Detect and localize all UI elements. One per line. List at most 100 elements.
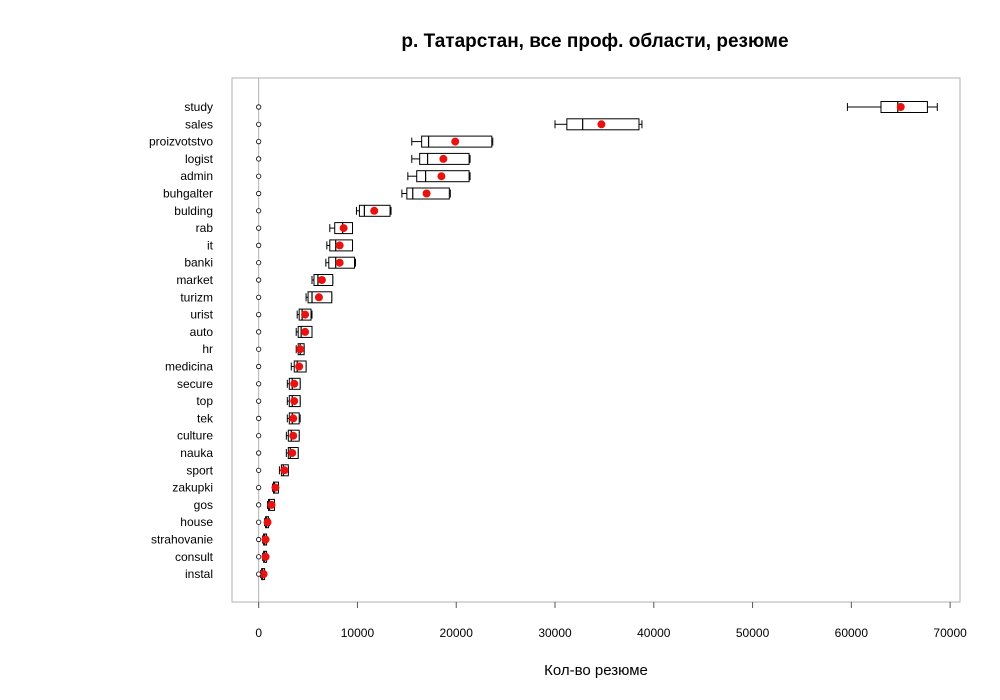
outlier-point	[256, 363, 262, 370]
mean-point	[597, 120, 606, 129]
outlier-point	[256, 277, 262, 283]
box-house	[256, 516, 272, 529]
box-hr	[256, 343, 305, 356]
category-label: logist	[185, 152, 214, 166]
category-label: urist	[190, 308, 213, 322]
outlier-point	[256, 208, 262, 214]
mean-point	[280, 466, 289, 475]
category-label: proizvotstvo	[149, 135, 213, 149]
box-nauka	[256, 447, 299, 459]
mean-point	[295, 362, 304, 371]
box-market	[256, 274, 334, 286]
category-label: sales	[185, 117, 213, 131]
box-logist	[256, 152, 471, 165]
box-gos	[256, 498, 276, 511]
mean-point	[301, 327, 310, 336]
mean-point	[370, 206, 379, 215]
category-label: admin	[180, 169, 213, 183]
category-label: market	[176, 273, 213, 287]
category-label: top	[196, 394, 213, 408]
mean-point	[267, 500, 276, 509]
outlier-point	[256, 433, 262, 439]
category-label: instal	[185, 567, 213, 581]
outlier-point	[256, 173, 262, 179]
x-tick-label: 0	[255, 626, 262, 640]
mean-point	[422, 189, 431, 198]
x-tick-label: 20000	[440, 626, 474, 640]
category-label: rab	[196, 221, 214, 235]
category-label: nauka	[180, 446, 213, 460]
outlier-point	[256, 467, 262, 473]
outlier-point	[256, 571, 262, 577]
box-turizm	[256, 291, 333, 304]
outlier-point	[256, 554, 262, 560]
outlier-point	[256, 502, 262, 508]
category-label: sport	[186, 463, 213, 477]
mean-point	[439, 154, 448, 163]
box-zakupki	[256, 481, 280, 494]
box-buhgalter	[256, 187, 451, 200]
box-sales	[256, 118, 643, 131]
category-label: bulding	[174, 204, 213, 218]
category-label: buhgalter	[163, 187, 213, 201]
mean-point	[288, 449, 297, 457]
category-labels: study sales proizvotstvo logist admin buhgalt…	[149, 100, 214, 581]
boxes-layer	[256, 101, 938, 581]
x-tick-label: 70000	[933, 626, 967, 640]
x-tick-label: 40000	[637, 626, 671, 640]
category-label: strahovanie	[151, 533, 213, 547]
category-label: zakupki	[172, 481, 213, 495]
x-tick-label: 60000	[835, 626, 869, 640]
outlier-point	[256, 536, 262, 543]
box-culture	[256, 429, 300, 442]
mean-point	[289, 414, 298, 423]
outlier-point	[256, 260, 262, 266]
category-label: medicina	[165, 360, 213, 374]
box-admin	[256, 170, 471, 183]
category-label: consult	[175, 550, 214, 564]
box-banki	[256, 256, 356, 269]
plot-frame	[231, 77, 961, 603]
box-tek	[256, 412, 301, 425]
mean-point	[451, 137, 460, 146]
outlier-point	[256, 311, 262, 318]
outlier-point	[256, 242, 262, 248]
mean-point	[271, 483, 280, 492]
outlier-point	[256, 519, 262, 525]
category-label: tek	[197, 411, 214, 425]
box-instal	[256, 568, 268, 581]
outlier-point	[256, 398, 262, 404]
mean-point	[290, 379, 299, 388]
box-secure	[256, 377, 301, 390]
box-proizvotstvo	[256, 135, 494, 148]
category-label: banki	[184, 256, 213, 270]
mean-point	[317, 276, 326, 284]
outlier-point	[256, 156, 262, 162]
outlier-point	[256, 225, 262, 231]
box-medicina	[256, 360, 307, 373]
outlier-point	[256, 415, 262, 421]
outlier-point	[256, 294, 262, 300]
mean-point	[335, 258, 344, 267]
x-axis: 0 10000 20000 30000 40000 50000 60000 70000	[255, 602, 967, 640]
box-sport	[256, 464, 289, 477]
mean-point	[259, 570, 268, 579]
category-label: turizm	[180, 290, 213, 304]
mean-point	[335, 241, 344, 250]
box-strahovanie	[256, 533, 270, 546]
outlier-point	[256, 346, 262, 352]
mean-point	[314, 293, 323, 302]
mean-point	[261, 535, 270, 544]
category-label: gos	[194, 498, 213, 512]
box-urist	[256, 308, 313, 321]
mean-point	[261, 552, 270, 561]
box-it	[256, 239, 354, 252]
category-label: auto	[190, 325, 214, 339]
box-auto	[256, 325, 313, 338]
category-label: it	[207, 238, 214, 252]
mean-point	[290, 397, 299, 406]
mean-point	[296, 345, 305, 354]
category-label: hr	[202, 342, 213, 356]
box-rab	[256, 222, 354, 235]
